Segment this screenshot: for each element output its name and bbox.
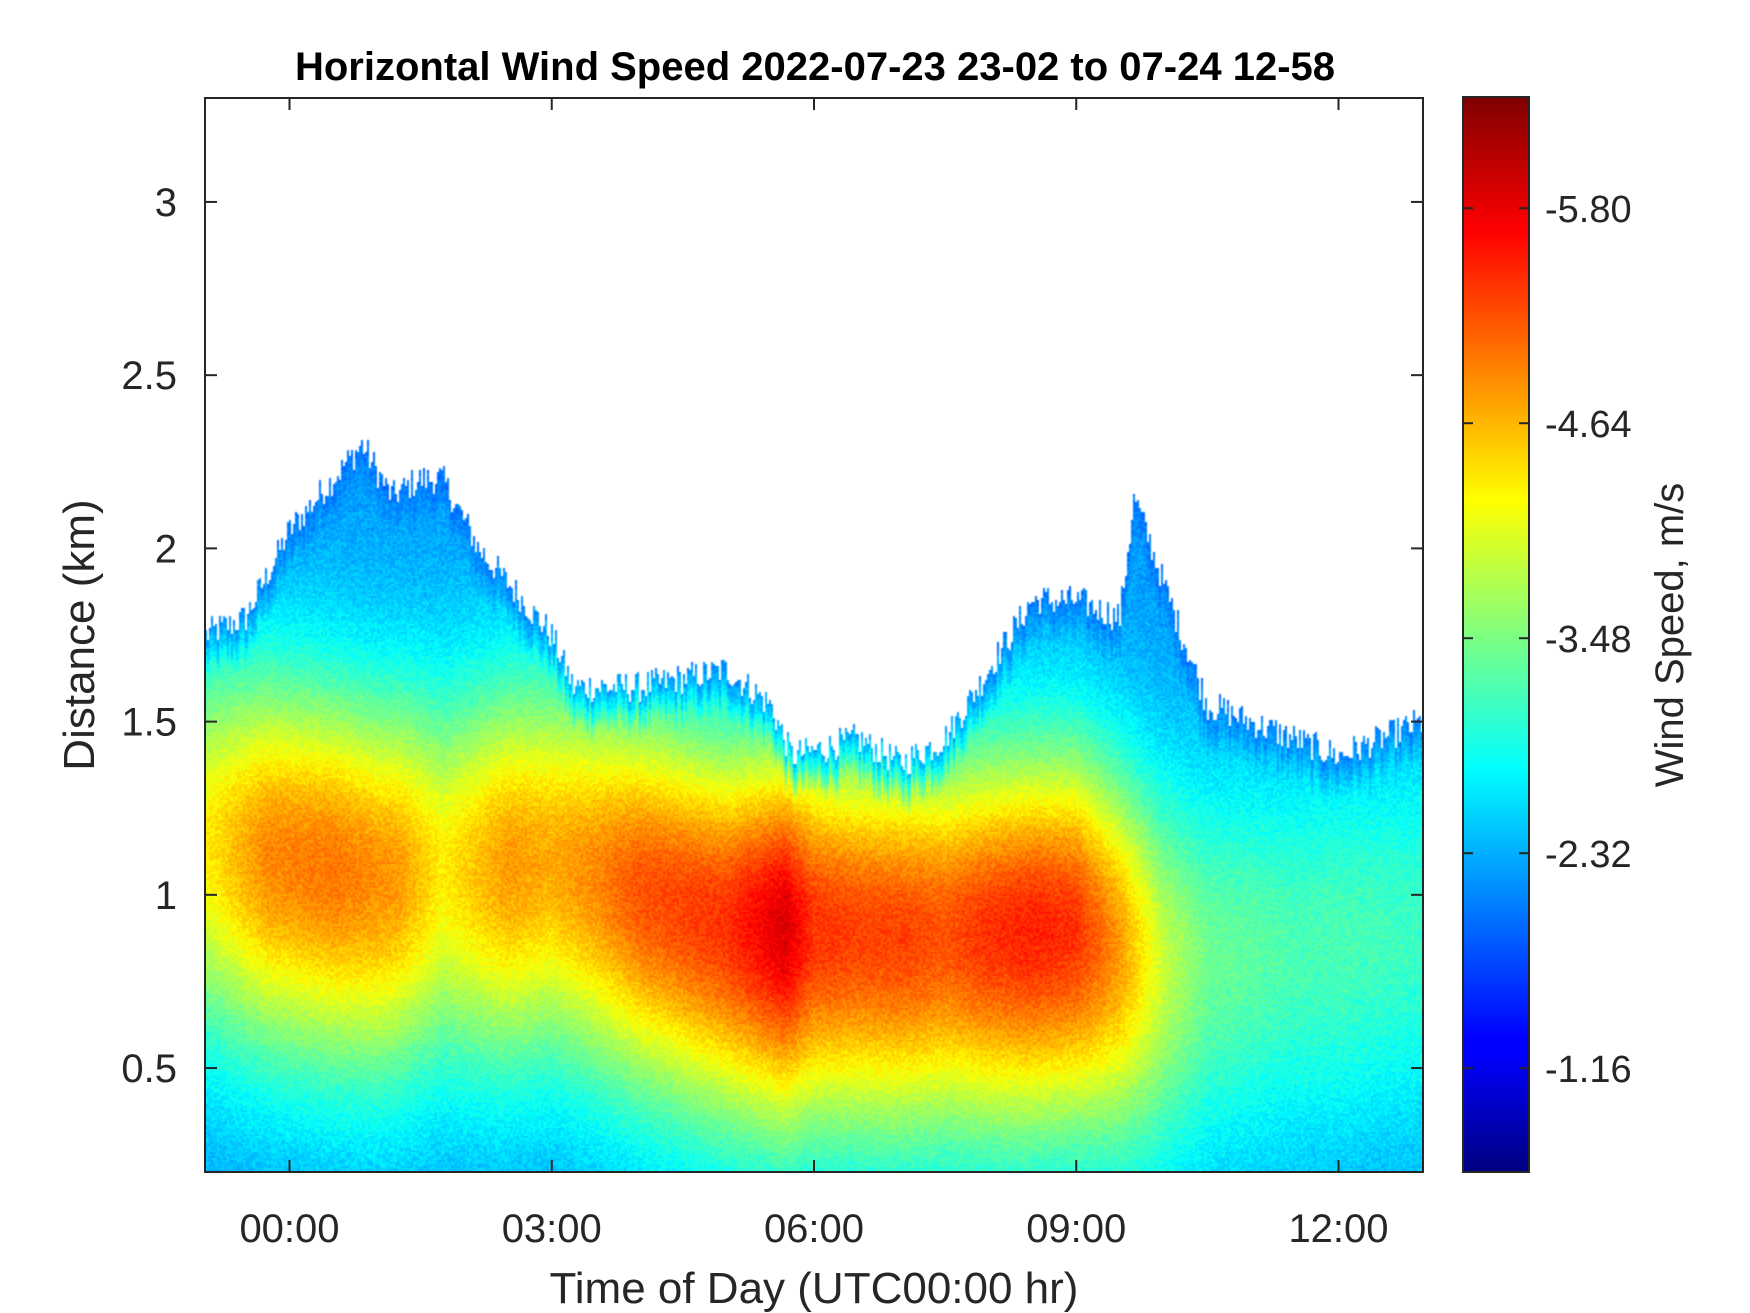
colorbar-tick-label: -2.32 xyxy=(1545,834,1632,876)
y-tick-label: 1 xyxy=(155,874,177,918)
x-axis-ticks: 00:00 03:00 06:00 09:00 12:00 xyxy=(239,98,1389,1251)
y-tick-label: 0.5 xyxy=(121,1047,177,1091)
y-tick-label: 2 xyxy=(155,527,177,571)
colorbar-tick-label: -3.48 xyxy=(1545,619,1632,661)
colorbar-ticks: -1.16 -2.32 -3.48 -4.64 -5.80 xyxy=(1463,189,1632,1091)
colorbar-tick-label: -1.16 xyxy=(1545,1049,1632,1091)
colorbar-tick-label: -5.80 xyxy=(1545,189,1632,231)
wind-speed-heatmap xyxy=(205,98,1423,1172)
x-tick-label: 03:00 xyxy=(502,1207,602,1251)
colorbar: -1.16 -2.32 -3.48 -4.64 -5.80 xyxy=(1462,96,1632,1173)
colorbar-label: Wind Speed, m/s xyxy=(1648,483,1692,788)
y-tick-label: 1.5 xyxy=(121,701,177,745)
x-tick-label: 12:00 xyxy=(1288,1207,1388,1251)
chart-title: Horizontal Wind Speed 2022-07-23 23-02 t… xyxy=(295,45,1335,89)
y-axis-ticks: 0.5 1 1.5 2 2.5 3 xyxy=(121,181,1423,1091)
x-tick-label: 09:00 xyxy=(1026,1207,1126,1251)
colorbar-tick-label: -4.64 xyxy=(1545,404,1632,446)
y-axis-label: Distance (km) xyxy=(55,499,104,770)
y-tick-label: 3 xyxy=(155,181,177,225)
y-tick-label: 2.5 xyxy=(121,354,177,398)
colorbar-frame xyxy=(1462,96,1530,1173)
x-tick-label: 06:00 xyxy=(764,1207,864,1251)
plot-area: 00:00 03:00 06:00 09:00 12:00 0.5 1 1.5 2 2.5 3 xyxy=(121,97,1424,1251)
x-tick-label: 00:00 xyxy=(239,1207,339,1251)
x-axis-label: Time of Day (UTC00:00 hr) xyxy=(550,1264,1079,1313)
colorbar-gradient xyxy=(1463,97,1529,1172)
